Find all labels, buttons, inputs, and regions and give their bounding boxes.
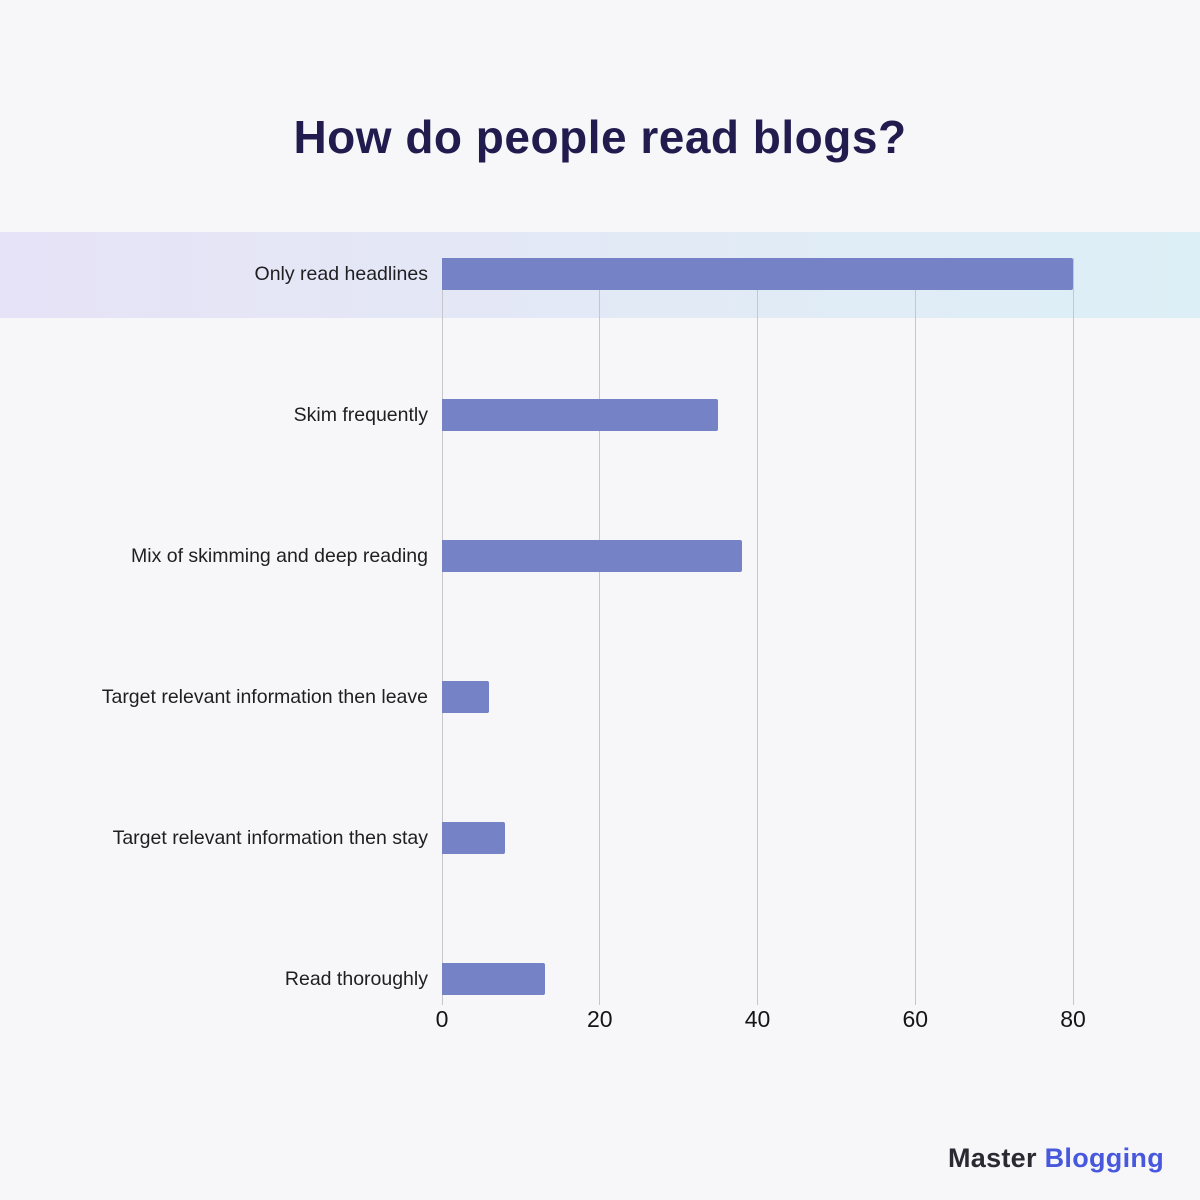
gridline-0 [441,258,443,1005]
bar-row: Target relevant information then stay [0,768,1200,909]
bar-row: Target relevant information then leave [0,627,1200,768]
brand-part-master: Master [947,1143,1037,1173]
category-label: Only read headlines [254,262,428,285]
x-tick-label-40: 40 [744,1006,771,1032]
x-tick-label-20: 20 [586,1006,613,1032]
bar-target-info-then-stay [442,822,506,854]
x-tick-label-0: 0 [435,1006,449,1032]
bar-only-read-headlines [442,258,1073,290]
category-label: Target relevant information then leave [101,685,428,708]
x-tick-label-60: 60 [902,1006,929,1032]
x-tick-label-80: 80 [1060,1006,1086,1032]
category-label: Target relevant information then stay [112,826,428,849]
bar-row: Skim frequently [0,345,1200,486]
category-label: Skim frequently [293,403,428,426]
bar-target-info-then-leave [442,681,490,713]
category-label: Mix of skimming and deep reading [131,544,428,567]
bar-mix-skimming-deep-reading [442,540,742,572]
gridline-20 [599,258,601,1005]
bar-row: Only read headlines [0,204,1200,345]
bar-skim-frequently [442,399,719,431]
bar-row: Mix of skimming and deep reading [0,486,1200,627]
gridline-60 [914,258,916,1005]
bar-read-thoroughly [442,963,545,995]
gridline-80 [1072,258,1074,1005]
brand-part-blogging: Blogging [1044,1143,1164,1173]
bar-row: Read thoroughly [0,909,1200,1050]
brand-logo: Master Blogging [948,1143,1164,1174]
chart-title: How do people read blogs? [293,111,907,163]
category-label: Read thoroughly [284,967,428,990]
gridline-40 [757,258,758,1005]
